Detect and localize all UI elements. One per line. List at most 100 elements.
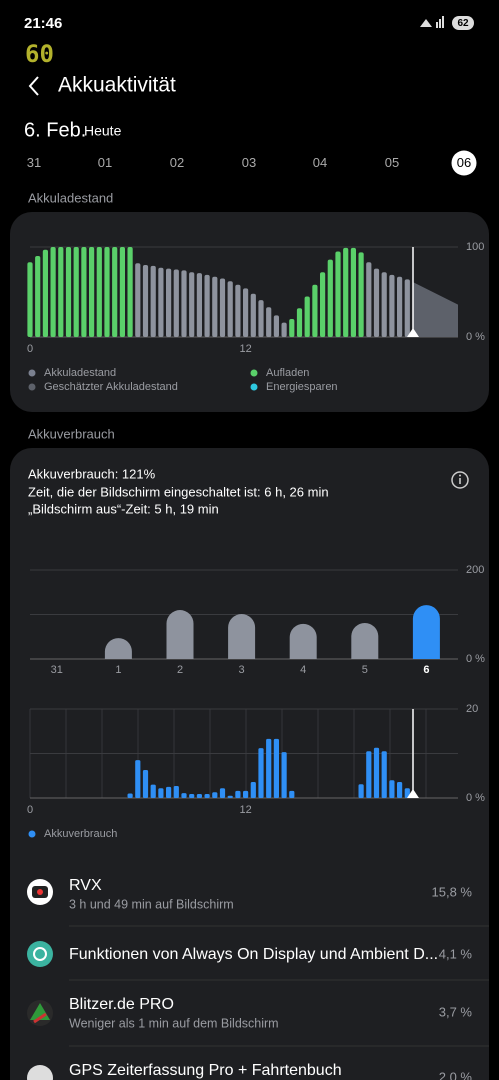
bar [389, 780, 395, 798]
bar [181, 793, 187, 798]
page-title: Akkuaktivität [58, 74, 176, 97]
y-tick-label: 20 [466, 703, 478, 715]
bar [173, 785, 179, 798]
bar [397, 781, 403, 798]
bar [266, 738, 272, 798]
usage-summary: Zeit, die der Bildschirm eingeschaltet i… [28, 484, 329, 499]
bar [404, 279, 410, 337]
bar [158, 267, 164, 337]
bar [273, 738, 279, 798]
bar[interactable] [289, 623, 317, 659]
bar [312, 284, 318, 337]
legend-swatch [28, 369, 36, 377]
app-percent: 4,1 % [439, 946, 473, 961]
fps-counter: 60 [25, 40, 54, 68]
bar [50, 247, 56, 337]
bar [219, 278, 226, 337]
app-name[interactable]: Blitzer.de PRO [69, 996, 174, 1013]
legend-swatch [250, 369, 258, 377]
bar [296, 308, 303, 337]
bar [73, 247, 79, 337]
bar [281, 752, 287, 798]
x-tick-label: 1 [115, 664, 121, 676]
day-label[interactable]: 03 [242, 155, 256, 170]
bar[interactable] [228, 614, 256, 659]
bar [373, 268, 380, 337]
x-tick-label: 12 [239, 343, 251, 355]
app-icon [27, 1065, 53, 1080]
bar[interactable] [104, 638, 132, 659]
bar [243, 790, 249, 798]
bar [135, 263, 141, 337]
bar [235, 790, 241, 798]
day-label[interactable]: 31 [27, 155, 41, 170]
bar [404, 788, 410, 798]
info-button[interactable] [451, 471, 469, 489]
bar [381, 272, 387, 337]
day-label[interactable]: 05 [385, 155, 399, 170]
bar [381, 751, 387, 798]
bar [119, 247, 125, 337]
day-label[interactable]: 01 [98, 155, 112, 170]
bar [366, 751, 372, 798]
bar [266, 307, 272, 337]
bar [320, 272, 326, 337]
bar [304, 296, 310, 337]
bar [142, 265, 149, 337]
card [10, 448, 489, 1080]
bar [112, 247, 118, 337]
bar [142, 769, 149, 798]
bar [150, 784, 156, 798]
legend-label: Aufladen [266, 367, 309, 379]
app-percent: 15,8 % [432, 884, 473, 899]
app-name[interactable]: GPS Zeiterfassung Pro + Fahrtenbuch [69, 1062, 342, 1079]
legend-label: Energiesparen [266, 381, 338, 393]
x-tick-label: 3 [239, 664, 245, 676]
status-icons [420, 16, 474, 30]
bar [358, 252, 364, 337]
day-label[interactable]: 02 [170, 155, 184, 170]
bar[interactable] [412, 605, 440, 659]
day-label[interactable]: 06 [457, 155, 471, 170]
back-button[interactable] [28, 76, 39, 96]
status-battery: 62 [457, 18, 469, 29]
x-tick-label: 5 [362, 664, 368, 676]
day-selector: 31 01 02 03 04 05 06 [27, 150, 477, 176]
bar [173, 269, 179, 337]
bar [158, 788, 164, 798]
app-name[interactable]: Funktionen von Always On Display und Amb… [69, 946, 438, 963]
usage-summary: Akkuverbrauch: 121% [28, 466, 156, 481]
bar [35, 256, 41, 337]
bar [373, 747, 380, 798]
bar[interactable] [166, 610, 194, 659]
app-detail: 3 h und 49 min auf Bildschirm [69, 897, 234, 911]
y-tick-label: 0 % [466, 792, 485, 804]
bar [243, 288, 249, 337]
bar [350, 247, 356, 337]
bar [89, 247, 95, 337]
x-tick-label: 4 [300, 664, 306, 676]
x-tick-label: 2 [177, 664, 183, 676]
bar [227, 281, 233, 337]
bar [250, 293, 256, 337]
bar [366, 262, 372, 337]
bar [273, 315, 279, 337]
bar [65, 247, 72, 337]
app-name[interactable]: RVX [69, 877, 102, 894]
bar [289, 790, 295, 798]
day-label[interactable]: 04 [313, 155, 327, 170]
bar[interactable] [351, 622, 379, 659]
estimate-area [413, 282, 458, 337]
app-icon [27, 879, 53, 905]
bar [196, 273, 202, 337]
legend-swatch [28, 383, 36, 391]
app-icon [27, 1000, 53, 1026]
y-tick-label: 0 % [466, 331, 485, 343]
date: 6. Feb. [24, 119, 86, 141]
status-time: 21:46 [24, 15, 62, 32]
bar [335, 251, 341, 337]
bar [96, 247, 102, 337]
bar [166, 268, 172, 337]
